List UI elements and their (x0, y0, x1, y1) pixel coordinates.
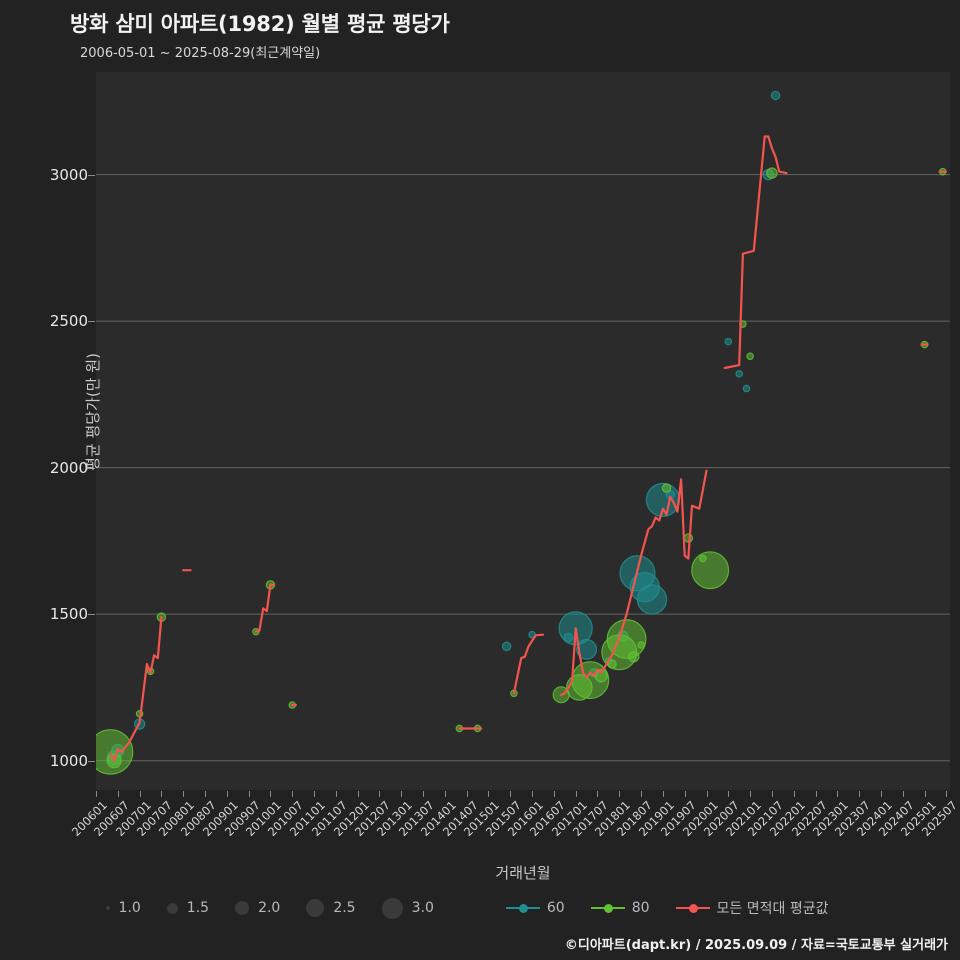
y-axis-label: 평균 평당가(만 원) (84, 353, 102, 471)
legend-series-item[interactable]: 80 (590, 900, 650, 916)
x-tick-mark (880, 791, 882, 797)
y-tick-mark (88, 760, 95, 762)
legend-series-label: 60 (546, 900, 565, 916)
legend-series-item[interactable]: 60 (505, 900, 565, 916)
x-tick-mark (815, 791, 817, 797)
x-tick-mark (357, 791, 359, 797)
legend-series-label: 모든 면적대 평균값 (716, 901, 829, 917)
x-tick-mark (619, 791, 621, 797)
y-tick-mark (88, 614, 95, 616)
legend-size-item: 1.5 (166, 900, 210, 916)
x-tick-mark (728, 791, 730, 797)
legend-size-label: 1.0 (118, 900, 141, 916)
y-tick-label: 2000 (49, 458, 88, 477)
x-tick-mark (706, 791, 708, 797)
x-tick-mark (466, 791, 468, 797)
x-tick-mark (205, 791, 207, 797)
legend-series-label: 80 (631, 900, 650, 916)
x-tick-mark (771, 791, 773, 797)
legend-dot (518, 904, 528, 913)
legend-size-item: 2.5 (306, 899, 356, 917)
x-tick-mark (859, 791, 861, 797)
y-tick-mark (88, 174, 95, 176)
x-tick-mark (641, 791, 643, 797)
legend-size-bubble (105, 906, 110, 910)
page-title: 방화 삼미 아파트(1982) 월별 평균 평당가 (70, 12, 450, 36)
legend-size-item: 2.0 (235, 900, 280, 916)
plot-area: 1000 1500 2000 2500 3000 200601 200607 200701 2… (50, 72, 960, 882)
x-axis-label: 거래년월 (495, 864, 551, 882)
chart-legend: 1.0 1.5 2.0 2.5 3.0 60 80 모든 면적대 평균값 (0, 888, 960, 928)
chart-canvas (96, 90, 950, 775)
x-tick-mark (161, 791, 163, 797)
legend-dot (688, 904, 698, 913)
legend-size-label: 2.5 (333, 900, 356, 916)
x-tick-mark (139, 791, 141, 797)
x-tick-mark (248, 791, 250, 797)
legend-series-item[interactable]: 모든 면적대 평균값 (675, 898, 829, 918)
x-tick-mark (837, 791, 839, 797)
page-subtitle: 2006-05-01 ~ 2025-08-29(최근계약일) (80, 46, 321, 61)
legend-dot (603, 904, 613, 913)
x-tick-mark (292, 791, 294, 797)
x-tick-mark (314, 791, 316, 797)
series-60 (106, 90, 781, 766)
x-tick-mark (532, 791, 534, 797)
x-tick-mark (946, 791, 948, 797)
legend-size-bubble (306, 899, 325, 917)
y-tick-label: 3000 (49, 165, 88, 184)
legend-series-swatch (675, 902, 710, 914)
x-tick-mark (270, 791, 272, 797)
x-tick-mark (401, 791, 403, 797)
x-tick-mark (662, 791, 664, 797)
y-tick-label: 2500 (49, 312, 88, 331)
legend-size-label: 1.5 (186, 900, 210, 916)
legend-size-label: 3.0 (411, 900, 434, 916)
x-tick-mark (423, 791, 425, 797)
x-tick-mark (924, 791, 926, 797)
legend-size-item: 3.0 (381, 897, 434, 919)
y-tick-mark (88, 321, 95, 323)
x-tick-mark (902, 791, 904, 797)
legend-size-bubble (166, 902, 178, 914)
x-tick-mark (444, 791, 446, 797)
x-tick-mark (183, 791, 185, 797)
legend-series-swatch (590, 902, 625, 914)
legend-size-bubble (235, 901, 250, 915)
legend-size-label: 2.0 (258, 900, 281, 916)
x-tick-mark (226, 791, 228, 797)
x-tick-mark (684, 791, 686, 797)
x-tick-mark (379, 791, 381, 797)
legend-row: 1.0 1.5 2.0 2.5 3.0 60 80 모든 면적대 평균값 (0, 888, 960, 928)
series-80 (96, 167, 947, 775)
footer-credit: ©디아파트(dapt.kr) / 2025.09.09 / 자료=국토교통부 실… (564, 938, 948, 953)
x-tick-mark (488, 791, 490, 797)
legend-series-swatch (505, 902, 540, 914)
x-tick-mark (750, 791, 752, 797)
x-tick-mark (510, 791, 512, 797)
x-tick-mark (335, 791, 337, 797)
x-tick-mark (117, 791, 119, 797)
legend-size-item: 1.0 (105, 900, 141, 916)
x-tick-mark (793, 791, 795, 797)
x-tick-mark (553, 791, 555, 797)
x-tick-mark (575, 791, 577, 797)
y-tick-mark (88, 467, 95, 469)
legend-size-bubble (381, 897, 403, 919)
y-tick-label: 1500 (49, 605, 88, 624)
x-tick-mark (597, 791, 599, 797)
y-tick-label: 1000 (49, 751, 88, 770)
x-tick-mark (96, 791, 97, 797)
